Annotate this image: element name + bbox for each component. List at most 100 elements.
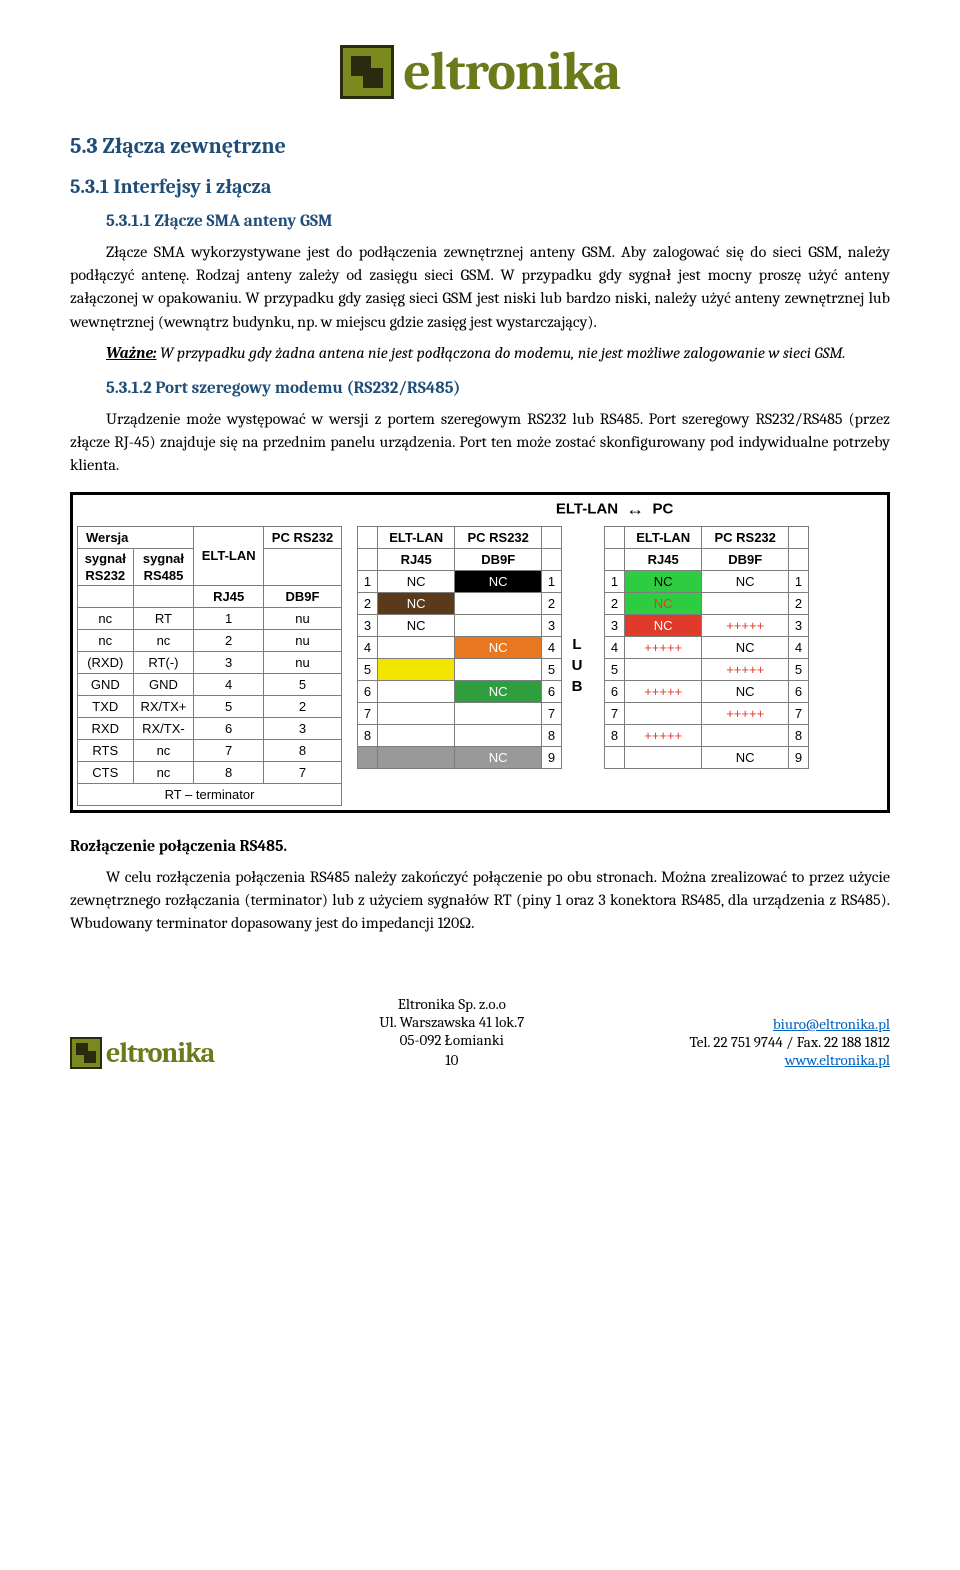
heading-rozl: Rozłączenie połączenia RS485.	[70, 835, 890, 858]
table-cell: 7	[789, 702, 809, 724]
table-cell: 1	[194, 607, 264, 629]
table-cell: 3	[194, 651, 264, 673]
footer-logo: eltronika	[70, 1037, 214, 1069]
table-cell	[605, 746, 625, 768]
table-cell: +++++	[702, 702, 789, 724]
table-cell: 4	[605, 636, 625, 658]
table-cell	[455, 592, 542, 614]
heading-5-3-1-1: 5.3.1.1 Złącze SMA anteny GSM	[106, 212, 890, 231]
table-cell: 6	[358, 680, 378, 702]
table-cell: 4	[194, 673, 264, 695]
table-cell: 6	[194, 717, 264, 739]
table-cell	[624, 702, 701, 724]
table-cell: (RXD)	[78, 651, 134, 673]
table-cell	[455, 614, 542, 636]
table-cell	[377, 658, 454, 680]
table-cell: NC	[455, 570, 542, 592]
table-cell: NC	[377, 570, 454, 592]
table-cell: 3	[264, 717, 342, 739]
table-cell: 8	[789, 724, 809, 746]
paragraph-sma: Złącze SMA wykorzystywane jest do podłąc…	[70, 241, 890, 334]
pinout-table: ELT-LAN ↔ PC Wersja ELT-LAN PC RS232 syg…	[70, 492, 890, 813]
table-cell: 6	[542, 680, 562, 702]
table-cell: 6	[789, 680, 809, 702]
footer-address: Eltronika Sp. z.o.o Ul. Warszawska 41 lo…	[379, 995, 524, 1069]
table-cell: 1	[789, 570, 809, 592]
table-cell: RX/TX+	[133, 695, 194, 717]
paragraph-rs485-disc: W celu rozłączenia połączenia RS485 nale…	[70, 866, 890, 936]
table-cell	[702, 724, 789, 746]
table-cell: GND	[133, 673, 194, 695]
table-cell: 1	[605, 570, 625, 592]
table-cell: 4	[358, 636, 378, 658]
table-cell: 7	[358, 702, 378, 724]
table-cell: 4	[542, 636, 562, 658]
table-cell: nc	[133, 761, 194, 783]
table-cell: NC	[455, 636, 542, 658]
table-cell: 8	[358, 724, 378, 746]
table-cell: 2	[789, 592, 809, 614]
table-cell: RXD	[78, 717, 134, 739]
heading-5-3: 5.3 Złącza zewnętrzne	[70, 133, 890, 159]
table-cell: 5	[194, 695, 264, 717]
table-cell: 6	[605, 680, 625, 702]
table-cell	[377, 636, 454, 658]
table-cell	[377, 746, 454, 768]
table-cell: NC	[455, 680, 542, 702]
footer-email-link[interactable]: biuro@eltronika.pl	[773, 1015, 890, 1033]
table-cell: 3	[789, 614, 809, 636]
table-cell: 5	[605, 658, 625, 680]
table-cell: +++++	[702, 614, 789, 636]
table-cell: nu	[264, 651, 342, 673]
table-cell: nc	[78, 629, 134, 651]
table-cell: 2	[358, 592, 378, 614]
table-mid: ELT-LAN PC RS232 RJ45 DB9F 1NCNC12NC23NC…	[357, 526, 562, 769]
table-cell	[455, 724, 542, 746]
table-cell: nc	[78, 607, 134, 629]
table-cell	[455, 658, 542, 680]
eltronika-logo-icon	[340, 45, 394, 99]
table-cell: 7	[194, 739, 264, 761]
table-cell: NC	[624, 614, 701, 636]
page-footer: eltronika Eltronika Sp. z.o.o Ul. Warsza…	[70, 995, 890, 1069]
table-cell: NC	[702, 746, 789, 768]
table-cell: nc	[133, 629, 194, 651]
table-cell: +++++	[624, 680, 701, 702]
table-title: ELT-LAN ↔ PC	[77, 499, 883, 526]
table-cell: nu	[264, 629, 342, 651]
table-cell: NC	[702, 636, 789, 658]
important-label: Ważne:	[106, 344, 156, 362]
table-cell: 8	[605, 724, 625, 746]
table-cell: 5	[358, 658, 378, 680]
table-cell: 7	[542, 702, 562, 724]
table-cell: +++++	[624, 724, 701, 746]
table-cell: RT	[133, 607, 194, 629]
footer-web-link[interactable]: www.eltronika.pl	[785, 1051, 890, 1069]
table-cell: nc	[133, 739, 194, 761]
table-cell: 1	[358, 570, 378, 592]
table-cell: 7	[264, 761, 342, 783]
eltronika-logo-text: eltronika	[403, 40, 620, 103]
table-cell	[377, 680, 454, 702]
table-cell: +++++	[624, 636, 701, 658]
header-logo: eltronika	[70, 40, 890, 103]
table-cell	[455, 702, 542, 724]
table-cell	[358, 746, 378, 768]
table-cell: 2	[542, 592, 562, 614]
table-cell: 7	[605, 702, 625, 724]
table-cell: NC	[377, 592, 454, 614]
page-number: 10	[379, 1051, 524, 1069]
table-cell	[702, 592, 789, 614]
eltronika-logo-icon	[70, 1037, 102, 1069]
table-cell: NC	[624, 592, 701, 614]
table-cell: 3	[605, 614, 625, 636]
table-cell: 9	[542, 746, 562, 768]
table-cell: nu	[264, 607, 342, 629]
table-cell: NC	[455, 746, 542, 768]
table-left: Wersja ELT-LAN PC RS232 sygnałRS232 sygn…	[77, 526, 342, 806]
paragraph-important: Ważne: W przypadku gdy żadna antena nie …	[70, 342, 890, 365]
table-cell: 2	[264, 695, 342, 717]
table-cell: 8	[194, 761, 264, 783]
table-cell: RTS	[78, 739, 134, 761]
table-cell: NC	[702, 570, 789, 592]
